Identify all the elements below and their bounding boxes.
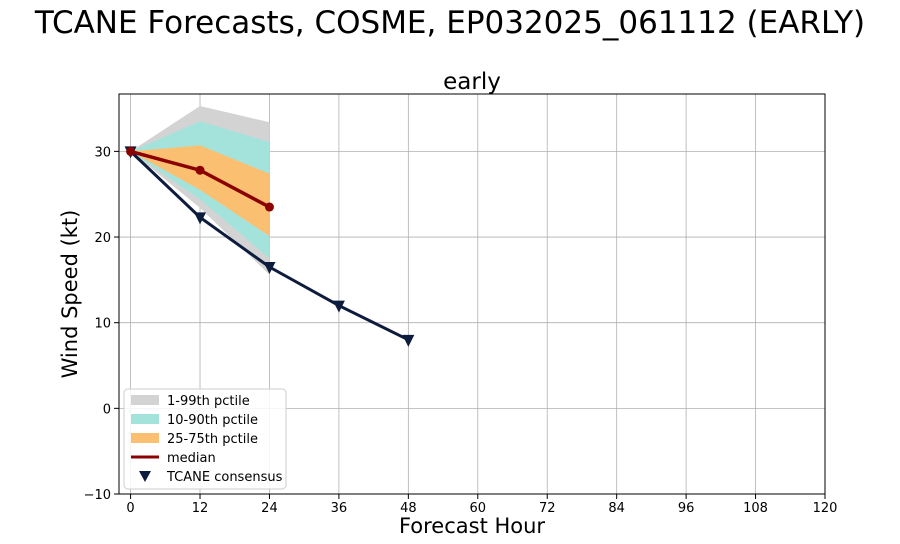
x-axis-label: Forecast Hour	[399, 514, 545, 538]
x-tick-label: 84	[608, 501, 625, 516]
legend-swatch-1-99	[131, 395, 159, 405]
consensus-marker	[402, 334, 415, 347]
median-marker	[126, 146, 136, 156]
figure-title: TCANE Forecasts, COSME, EP032025_061112 …	[34, 5, 865, 41]
legend-label-10-90: 10-90th pctile	[167, 413, 258, 428]
legend-swatch-25-75	[131, 433, 159, 443]
y-tick-label: 20	[94, 231, 111, 246]
y-tick-label: 0	[103, 402, 111, 417]
legend-label-median: median	[167, 451, 216, 466]
legend-label-consensus: TCANE consensus	[166, 470, 283, 485]
x-tick-label: 96	[678, 501, 695, 516]
axes-title: early	[443, 69, 501, 95]
y-tick-label: 10	[94, 317, 111, 332]
y-tick-label: 30	[94, 145, 111, 160]
legend-marker-consensus	[139, 471, 151, 482]
x-tick-label: 0	[126, 501, 134, 516]
x-tick-label: 24	[261, 501, 278, 516]
median-marker	[264, 202, 274, 212]
x-tick-label: 48	[400, 501, 417, 516]
x-tick-label: 72	[539, 501, 556, 516]
legend: 1-99th pctile 10-90th pctile 25-75th pct…	[123, 388, 287, 490]
y-axis-label: Wind Speed (kt)	[58, 210, 82, 379]
x-axis-ticks: 0 12 24 36 48 60 72 84 96 108 120	[126, 494, 837, 516]
legend-swatch-10-90	[131, 414, 159, 424]
legend-box	[123, 388, 287, 490]
x-tick-label: 120	[813, 501, 838, 516]
consensus-marker	[194, 212, 207, 225]
consensus-marker	[263, 262, 276, 275]
x-tick-label: 12	[192, 501, 209, 516]
legend-label-1-99: 1-99th pctile	[167, 394, 250, 409]
consensus-marker	[332, 300, 345, 313]
legend-label-25-75: 25-75th pctile	[167, 432, 258, 447]
x-tick-label: 108	[743, 501, 768, 516]
series-markers	[124, 146, 415, 347]
x-tick-label: 36	[331, 501, 348, 516]
percentile-bands	[130, 105, 270, 275]
y-axis-ticks: −10 0 10 20 30	[84, 145, 119, 503]
band-25-75th-pctile	[130, 145, 270, 237]
axes-frame	[118, 93, 826, 495]
median-marker	[195, 165, 205, 175]
x-tick-label: 60	[470, 501, 487, 516]
y-tick-label: −10	[84, 488, 111, 503]
